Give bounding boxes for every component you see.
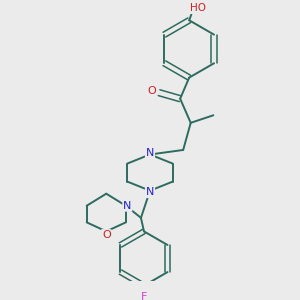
Text: O: O [147, 86, 156, 96]
Text: O: O [102, 230, 111, 240]
Text: N: N [123, 201, 132, 211]
Text: F: F [141, 292, 147, 300]
Text: HO: HO [190, 3, 206, 13]
Text: N: N [146, 148, 154, 158]
Text: N: N [146, 187, 154, 197]
